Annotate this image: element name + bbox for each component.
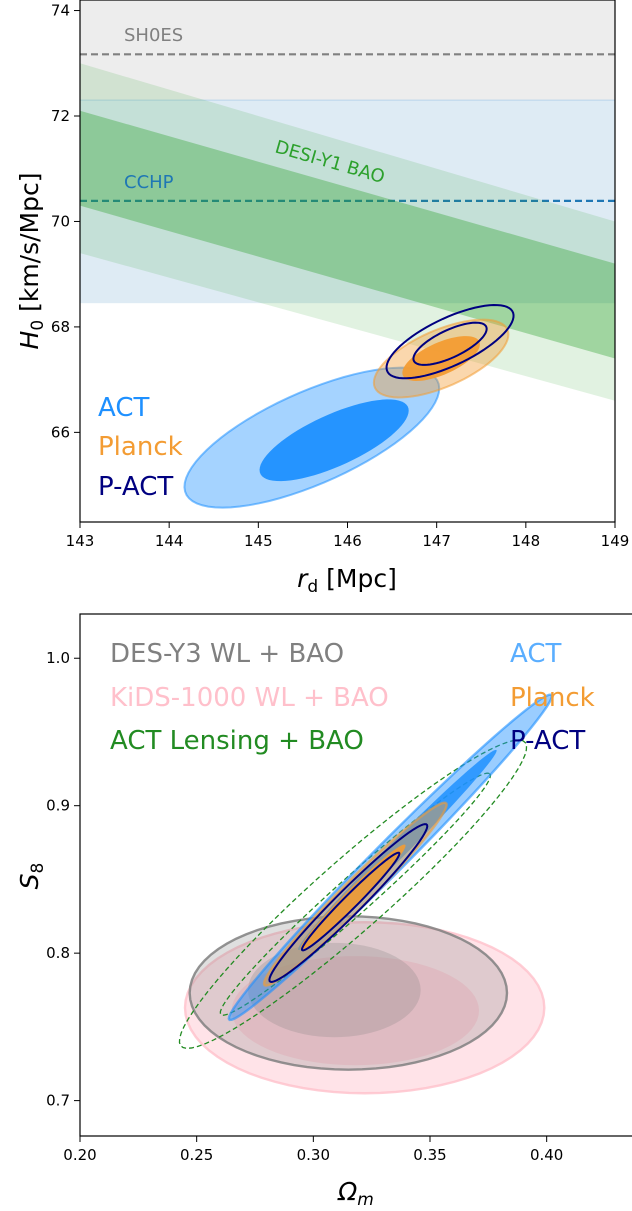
x-tick-label: 0.25 <box>180 1146 213 1164</box>
x-axis-title-bottom: Ωm <box>337 1177 374 1210</box>
legend-planck-top: Planck <box>98 432 183 462</box>
x-tick-label: 149 <box>601 532 630 550</box>
x-tick-label: 144 <box>155 532 184 550</box>
des-y3-wl-bao-contour-outer <box>188 915 509 1071</box>
x-tick-label: 148 <box>512 532 541 550</box>
x-tick-label: 147 <box>422 532 451 550</box>
desi-band-outer <box>80 63 615 401</box>
h0-rd-y-ticks: 66 68 70 72 74 <box>51 2 80 441</box>
y-tick-label: 0.8 <box>46 944 70 962</box>
desi-band-inner <box>80 110 615 359</box>
legend-pact-top: P-ACT <box>98 472 173 502</box>
legend-des-y3: DES-Y3 WL + BAO <box>110 639 344 669</box>
legend-act-bottom: ACT <box>510 639 561 669</box>
cchp-annotation: CCHP <box>124 172 174 193</box>
x-tick-label: 145 <box>244 532 273 550</box>
x-tick-label: 0.30 <box>297 1146 330 1164</box>
y-tick-label: 68 <box>51 318 70 336</box>
x-tick-label: 146 <box>333 532 362 550</box>
y-axis-title-bottom: S8 <box>15 863 48 890</box>
sh0es-band <box>80 0 615 101</box>
h0-rd-panel: 143 144 145 146 147 148 149 66 68 70 72 74 SH0ES C… <box>15 0 629 597</box>
y-tick-label: 0.9 <box>46 797 70 815</box>
s8-omegam-x-ticks: 0.20 0.25 0.30 0.35 0.40 <box>63 1136 563 1164</box>
planck-contour-inner <box>402 336 480 381</box>
y-tick-label: 74 <box>51 2 70 20</box>
y-tick-label: 70 <box>51 212 70 230</box>
legend-kids-1000: KiDS-1000 WL + BAO <box>110 683 389 713</box>
p-act-contour-inner <box>412 321 488 366</box>
des-y3-wl-bao-contour-inner <box>248 942 421 1038</box>
legend-pact-bottom: P-ACT <box>510 726 585 756</box>
y-tick-label: 1.0 <box>46 649 70 667</box>
planck-contour-inner <box>300 844 406 950</box>
kids-1000-wl-bao-contour-inner <box>231 956 479 1066</box>
act-contour-inner <box>259 399 409 482</box>
s8-omegam-axes-frame <box>79 613 632 1137</box>
legend-planck-bottom: Planck <box>510 683 595 713</box>
x-tick-label: 0.20 <box>63 1146 96 1164</box>
x-tick-label: 0.35 <box>413 1146 446 1164</box>
y-axis-title-top: H0 [km/s/Mpc] <box>15 173 48 350</box>
h0-rd-x-ticks: 143 144 145 146 147 148 149 <box>66 522 630 550</box>
shoes-annotation: SH0ES <box>124 25 183 46</box>
s8-omegam-y-ticks: 0.7 0.8 0.9 1.0 <box>46 649 80 1110</box>
y-tick-label: 0.7 <box>46 1092 70 1110</box>
y-tick-label: 66 <box>51 423 70 441</box>
h0-rd-plot-area <box>80 0 615 509</box>
s8-omegam-panel: 0.20 0.25 0.30 0.35 0.40 0.7 0.8 0.9 1.0 DES-Y3… <box>15 613 632 1210</box>
y-tick-label: 72 <box>51 107 70 125</box>
s8-omegam-plot-area <box>178 693 554 1095</box>
p-act-contour-inner <box>300 851 401 952</box>
x-axis-title-top: rd [Mpc] <box>297 564 397 597</box>
x-tick-label: 143 <box>66 532 95 550</box>
p-act-contour-outer <box>385 304 515 380</box>
p-act-contour-outer <box>268 823 429 983</box>
legend-act-top: ACT <box>98 393 149 423</box>
x-tick-label: 0.40 <box>530 1146 563 1164</box>
act-lensing-bao-contour-outer <box>178 739 528 1050</box>
legend-act-lensing: ACT Lensing + BAO <box>110 726 364 756</box>
